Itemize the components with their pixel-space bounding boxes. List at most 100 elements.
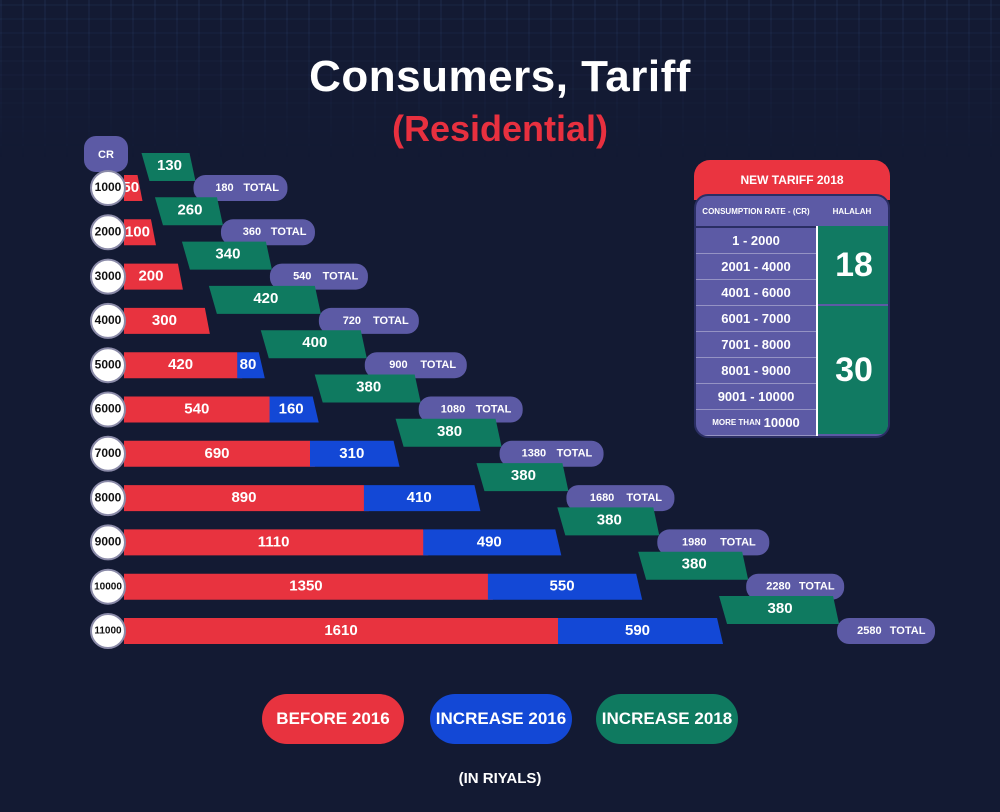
total-value: 2280 <box>766 581 790 593</box>
tariff-col-rate-header: CONSUMPTION RATE - (CR) <box>702 206 810 216</box>
total-label: TOTAL <box>799 581 835 593</box>
tariff-halalah-value: 18 <box>818 226 888 304</box>
bar-before-2016 <box>124 263 183 290</box>
background-pattern <box>0 0 1000 160</box>
bar-increase-2018 <box>638 551 749 580</box>
tariff-rate-range: 2001 - 4000 <box>721 259 791 274</box>
bar-increase-2018 <box>141 153 196 181</box>
bar-before-2016 <box>124 219 156 246</box>
value-increase-2018: 380 <box>597 511 622 528</box>
tariff-rate-range: 6001 - 7000 <box>721 311 791 326</box>
total-label: TOTAL <box>271 226 307 238</box>
tariff-rate-row: 4001 - 6000 <box>696 280 816 306</box>
total-pill <box>364 352 467 379</box>
cr-category-label: 2000 <box>95 224 122 238</box>
value-increase-2018: 380 <box>682 556 707 573</box>
total-label: TOTAL <box>720 536 756 548</box>
tariff-rate-row: 7001 - 8000 <box>696 332 816 358</box>
value-increase-2016: 310 <box>339 445 364 462</box>
value-before-2016: 540 <box>184 400 209 417</box>
total-pill <box>269 263 368 290</box>
total-label: TOTAL <box>557 448 593 460</box>
value-increase-2018: 380 <box>511 467 536 484</box>
value-increase-2016: 160 <box>279 400 304 417</box>
value-increase-2018: 420 <box>253 290 278 307</box>
cr-category-label: 6000 <box>95 402 122 416</box>
total-pill <box>657 529 770 556</box>
total-label: TOTAL <box>476 403 512 415</box>
total-pill <box>746 573 845 600</box>
total-pill <box>418 396 523 423</box>
cr-category-circle <box>90 435 126 472</box>
total-label: TOTAL <box>243 182 279 194</box>
cr-category-circle <box>90 524 126 561</box>
total-label: TOTAL <box>626 492 662 504</box>
cr-category-circle <box>90 480 126 517</box>
tariff-rate-range: 9001 - 10000 <box>717 389 795 404</box>
tariff-rate-row: MORE THAN 10000 <box>696 410 816 436</box>
value-before-2016: 690 <box>204 445 229 462</box>
cr-category-circle <box>90 214 126 251</box>
cr-category-circle <box>90 170 126 206</box>
legend-before-2016: BEFORE 2016 <box>262 694 404 744</box>
bar-increase-2016 <box>363 485 481 512</box>
value-increase-2018: 380 <box>768 600 793 617</box>
value-increase-2018: 260 <box>177 201 202 218</box>
total-value: 1380 <box>522 448 546 460</box>
total-value: 1080 <box>441 403 465 415</box>
tariff-rate-row: 8001 - 9000 <box>696 358 816 384</box>
legend-increase-2016: INCREASE 2016 <box>430 694 572 744</box>
value-increase-2016: 490 <box>477 533 502 550</box>
value-increase-2018: 130 <box>157 157 182 174</box>
cr-category-circle <box>90 391 126 428</box>
tariff-table: NEW TARIFF 2018 CONSUMPTION RATE - (CR) … <box>694 160 890 440</box>
tariff-rate-range: 7001 - 8000 <box>721 337 791 352</box>
tariff-rate-row: 2001 - 4000 <box>696 254 816 280</box>
total-value: 720 <box>343 315 361 327</box>
total-value: 1980 <box>682 536 706 548</box>
cr-category-label: 8000 <box>95 490 122 504</box>
bar-increase-2016 <box>558 618 724 644</box>
tariff-rate-row: 9001 - 10000 <box>696 384 816 410</box>
value-before-2016: 1350 <box>289 578 322 595</box>
cr-category-label: 11000 <box>94 626 122 637</box>
value-increase-2018: 380 <box>356 378 381 395</box>
bar-before-2016 <box>124 618 563 644</box>
tariff-title: NEW TARIFF 2018 <box>694 160 890 200</box>
bar-before-2016 <box>124 529 429 556</box>
bar-increase-2016 <box>237 352 265 379</box>
tariff-rate-prefix: MORE THAN <box>712 418 761 427</box>
total-pill <box>566 485 675 512</box>
units-note: (IN RIYALS) <box>458 770 542 787</box>
tariff-rate-range: 10000 <box>763 415 800 430</box>
total-label: TOTAL <box>420 359 456 371</box>
cr-category-circle <box>90 613 126 649</box>
value-increase-2016: 550 <box>550 578 575 595</box>
total-pill <box>318 307 419 334</box>
tariff-rate-row: 6001 - 7000 <box>696 306 816 332</box>
value-increase-2016: 80 <box>240 356 257 373</box>
bar-increase-2018 <box>476 463 569 492</box>
bar-before-2016 <box>124 573 493 600</box>
chart-title: Consumers, Tariff <box>309 52 691 101</box>
total-pill <box>499 440 604 467</box>
value-increase-2016: 590 <box>625 622 650 639</box>
value-increase-2018: 380 <box>437 423 462 440</box>
value-before-2016: 300 <box>152 312 177 329</box>
tariff-col-halalah-header: HALALAH <box>832 206 872 216</box>
cr-category-label: 3000 <box>95 269 122 283</box>
bar-before-2016 <box>124 485 369 512</box>
tariff-rate-column: 1 - 2000 2001 - 4000 4001 - 6000 6001 - 700… <box>696 226 816 436</box>
bar-before-2016 <box>124 352 243 379</box>
total-value: 360 <box>243 226 261 238</box>
tariff-rate-range: 8001 - 9000 <box>721 363 791 378</box>
value-before-2016: 100 <box>125 223 150 240</box>
value-before-2016: 50 <box>122 179 139 196</box>
bar-increase-2018 <box>395 418 502 447</box>
cr-header-label: CR <box>98 149 114 161</box>
cr-category-circle <box>90 258 126 295</box>
cr-category-label: 7000 <box>95 446 122 460</box>
cr-category-label: 1000 <box>95 180 122 194</box>
chart-subtitle: (Residential) <box>391 108 609 149</box>
bar-before-2016 <box>124 175 143 201</box>
